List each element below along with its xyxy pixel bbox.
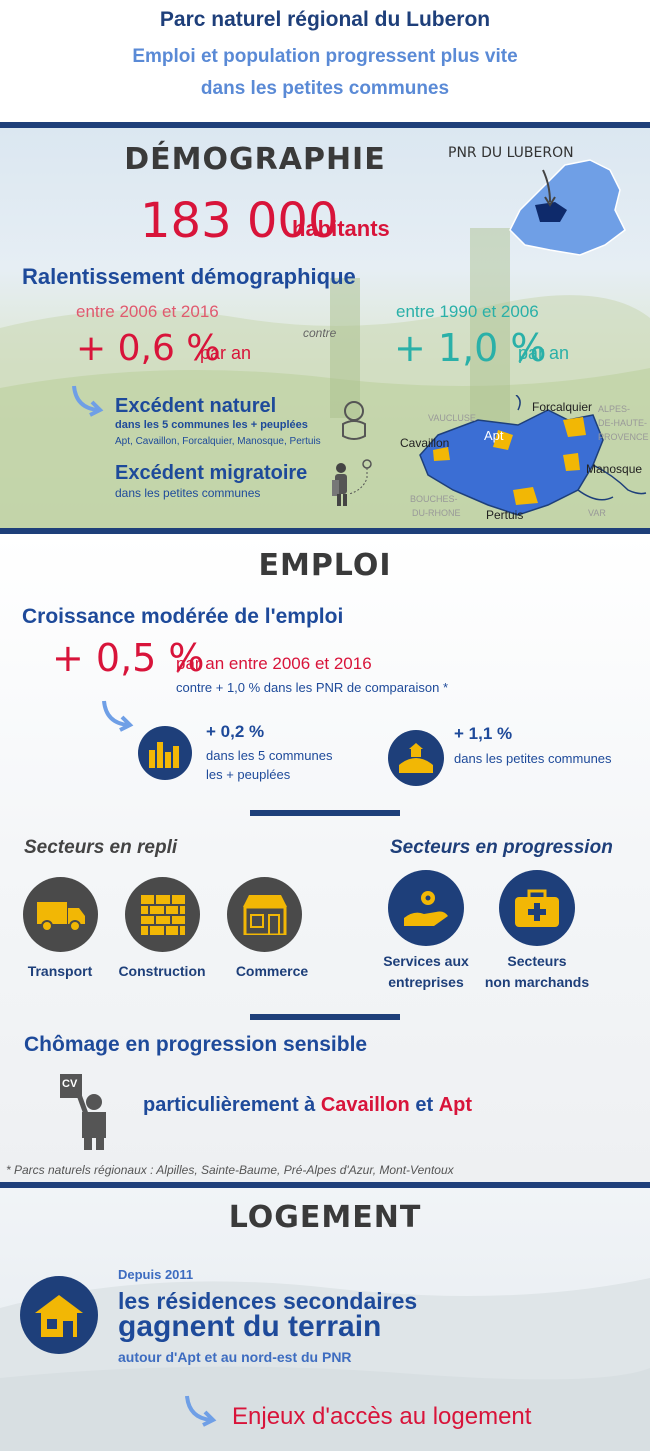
declining-sectors-title: Secteurs en repli	[24, 837, 178, 858]
demographie-heading: DÉMOGRAPHIE	[124, 142, 386, 177]
rate-recent: + 0,6 %	[76, 328, 221, 369]
rate-recent-unit: par an	[200, 343, 252, 363]
housing-line3: autour d'Apt et au nord-est du PNR	[118, 1349, 352, 1365]
small-towns-rate: + 1,1 %	[454, 724, 513, 743]
curved-arrow-icon	[72, 385, 104, 417]
map-label-vaucluse: VAUCLUSE	[428, 413, 476, 423]
unemployment-town2: Apt	[438, 1094, 473, 1116]
rate-old-unit: par an	[518, 343, 570, 363]
shop-icon	[227, 877, 302, 952]
map-label-pertuis: Pertuis	[486, 508, 524, 522]
emploi-heading: EMPLOI	[258, 548, 392, 583]
sector-services-label-l1: Services aux	[383, 953, 469, 969]
excedent-naturel-title: Excédent naturel	[115, 395, 277, 417]
countryside-icon	[388, 730, 444, 786]
luberon-map	[419, 395, 647, 516]
logement-heading: LOGEMENT	[228, 1200, 422, 1235]
excedent-naturel-sub: dans les 5 communes les + peuplées	[115, 419, 308, 431]
sector-transport-label: Transport	[27, 963, 93, 979]
map-label-forcalquier: Forcalquier	[532, 400, 593, 414]
divider-demographie	[0, 528, 650, 534]
housing-enjeux: Enjeux d'accès au logement	[232, 1403, 532, 1430]
unemployment-et: et	[415, 1094, 434, 1116]
big-towns-rate: + 0,2 %	[206, 722, 265, 741]
map-label-alpes1: ALPES-	[598, 404, 631, 414]
divider-top	[0, 122, 650, 128]
excedent-migratoire-sub: dans les petites communes	[115, 486, 261, 500]
cv-label: CV	[62, 1078, 78, 1090]
job-seeker-cv-icon	[60, 1074, 106, 1150]
housing-line2: gagnent du terrain	[118, 1310, 382, 1343]
truck-icon	[23, 877, 98, 952]
sector-nonmarch-label-l1: Secteurs	[507, 953, 567, 969]
population-value: 183 000	[140, 193, 339, 249]
map-label-cavaillon: Cavaillon	[400, 436, 450, 450]
france-region-map-icon	[509, 159, 626, 256]
divider-short	[250, 810, 400, 816]
brick-wall-icon	[125, 877, 200, 952]
traveler-icon	[332, 459, 372, 506]
small-towns-label: dans les petites communes	[454, 751, 612, 766]
population-unit: habitants	[292, 216, 390, 241]
house-icon	[20, 1276, 98, 1354]
employment-rate: + 0,5 %	[52, 636, 205, 680]
sector-services-label-l2: entreprises	[388, 974, 464, 990]
housing-line1: les résidences secondaires	[118, 1288, 418, 1314]
baby-icon	[342, 401, 366, 440]
employment-rate-detail: par an entre 2006 et 2016	[176, 654, 372, 673]
hand-gear-icon	[388, 870, 464, 946]
employment-comparison: contre + 1,0 % dans les PNR de comparais…	[176, 680, 449, 695]
map-label-alpes3: PROVENCE	[598, 432, 649, 442]
page-subtitle-line2: dans les petites communes	[200, 78, 450, 99]
contre-label: contre	[303, 326, 337, 340]
excedent-migratoire-title: Excédent migratoire	[115, 462, 308, 484]
emploi-background	[0, 534, 650, 1182]
city-icon	[138, 726, 192, 780]
divider-emploi	[0, 1182, 650, 1188]
map-label-bouches2: DU-RHONE	[412, 508, 461, 518]
rate-old: + 1,0 %	[394, 326, 547, 370]
big-towns-label-l2: les + peuplées	[206, 767, 291, 782]
sector-commerce-label: Commerce	[235, 963, 309, 979]
slowdown-title: Ralentissement démographique	[22, 264, 356, 289]
curved-arrow-icon	[102, 700, 134, 732]
logement-background	[0, 1188, 650, 1451]
page-title: Parc naturel régional du Luberon	[159, 8, 491, 31]
page-subtitle-line1: Emploi et population progressent plus vi…	[132, 46, 518, 67]
map-label-bouches1: BOUCHES-	[410, 494, 458, 504]
unemployment-title: Chômage en progression sensible	[24, 1033, 368, 1056]
divider-short	[250, 1014, 400, 1020]
map-label-apt: Apt	[484, 428, 504, 443]
housing-since: Depuis 2011	[118, 1267, 194, 1282]
map-label-var: VAR	[588, 508, 606, 518]
first-aid-kit-icon	[499, 870, 575, 946]
footnote: * Parcs naturels régionaux : Alpilles, S…	[6, 1163, 454, 1177]
curved-arrow-icon	[185, 1395, 217, 1427]
map-label-alpes2: DE-HAUTE-	[598, 418, 647, 428]
period-recent: entre 2006 et 2016	[76, 302, 219, 321]
unemployment-pre: particulièrement à	[143, 1094, 316, 1116]
pnr-map-label: PNR DU LUBERON	[448, 145, 574, 161]
map-label-manosque: Manosque	[586, 462, 643, 476]
big-towns-label-l1: dans les 5 communes	[206, 748, 333, 763]
unemployment-detail: particulièrement à Cavaillon et Apt	[143, 1094, 472, 1117]
excedent-naturel-towns: Apt, Cavaillon, Forcalquier, Manosque, P…	[115, 436, 321, 447]
sector-construction-label: Construction	[118, 963, 206, 979]
employment-growth-title: Croissance modérée de l'emploi	[22, 605, 344, 628]
village-illustration	[0, 1278, 650, 1451]
sector-nonmarch-label-l2: non marchands	[484, 974, 590, 990]
period-old: entre 1990 et 2006	[396, 302, 539, 321]
unemployment-town1: Cavaillon	[320, 1094, 410, 1116]
growing-sectors-title: Secteurs en progression	[390, 837, 613, 858]
